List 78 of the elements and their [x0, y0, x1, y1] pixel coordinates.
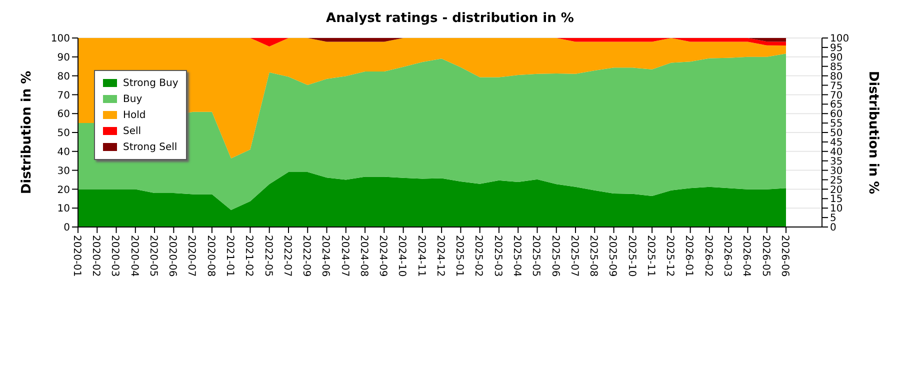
y2-tick-label: 25 [830, 175, 843, 186]
x-tick-label: 2020-03 [109, 235, 120, 277]
x-tick-label: 2025-05 [530, 235, 542, 277]
x-tick-label: 2026-05 [760, 235, 771, 277]
legend-label: Buy [123, 94, 142, 104]
y2-tick-label: 90 [830, 52, 843, 64]
x-tick-label: 2026-06 [778, 235, 790, 277]
x-tick-label: 2024-07 [338, 235, 350, 277]
x-tick-label: 2021-02 [243, 235, 254, 277]
y2-tick-label: 50 [830, 128, 843, 140]
x-tick-label: 2025-01 [454, 235, 465, 277]
x-tick-label: 2024-09 [377, 235, 388, 277]
y-tick-label: 60 [57, 109, 70, 120]
x-tick-label: 2025-12 [664, 235, 676, 277]
legend-label: Strong Buy [123, 78, 178, 88]
y2-tick-label: 55 [830, 118, 843, 130]
y-tick-label: 80 [57, 71, 70, 82]
y2-tick-label: 5 [830, 213, 836, 224]
y-tick-label: 100 [50, 34, 70, 45]
x-tick-label: 2020-08 [204, 235, 216, 277]
x-tick-label: 2026-02 [702, 235, 714, 277]
x-tick-label: 2020-06 [166, 235, 178, 277]
x-tick-label: 2020-01 [70, 235, 82, 277]
y2-tick-label: 10 [830, 204, 843, 215]
x-tick-label: 2022-09 [300, 235, 312, 277]
x-tick-label: 2024-10 [396, 235, 408, 277]
x-tick-label: 2022-05 [262, 235, 274, 277]
y-tick-label: 40 [57, 146, 70, 158]
y-tick-label: 0 [64, 222, 70, 234]
y2-tick-label: 100 [830, 34, 850, 45]
x-tick-label: 2020-05 [147, 235, 158, 277]
x-tick-label: 2026-01 [683, 235, 694, 277]
y-tick-label: 30 [57, 166, 70, 177]
y2-tick-label: 15 [830, 194, 843, 206]
y-axis-title: Distribution in % [20, 70, 35, 194]
y-tick-label: 20 [57, 184, 70, 196]
y2-tick-label: 75 [830, 80, 843, 92]
legend-label: Strong Sell [123, 142, 178, 152]
y-tick-label: 70 [57, 90, 70, 102]
legend-label: Sell [123, 126, 142, 136]
x-tick-label: 2024-08 [358, 235, 369, 277]
y2-tick-label: 35 [830, 156, 843, 168]
x-tick-label: 2022-07 [281, 235, 292, 277]
y2-axis-title: Distribution in % [865, 70, 880, 194]
x-tick-label: 2025-03 [492, 235, 503, 277]
x-tick-label: 2025-04 [511, 235, 522, 277]
y2-tick-label: 60 [830, 109, 843, 120]
y2-tick-label: 30 [830, 166, 843, 177]
y2-tick-label: 85 [830, 62, 843, 73]
x-tick-label: 2025-09 [606, 235, 618, 277]
y2-tick-label: 65 [830, 100, 843, 111]
y-tick-label: 10 [57, 204, 70, 215]
y-tick-label: 90 [57, 52, 70, 64]
x-tick-label: 2020-02 [90, 235, 102, 277]
x-tick-label: 2025-07 [568, 235, 580, 277]
legend-label: Hold [123, 110, 146, 120]
x-tick-label: 2025-02 [472, 235, 484, 277]
y-tick-label: 50 [57, 128, 70, 140]
chart-title: Analyst ratings - distribution in % [325, 10, 575, 28]
x-tick-label: 2025-11 [644, 235, 656, 277]
x-tick-label: 2024-06 [320, 235, 331, 277]
x-tick-label: 2021-01 [224, 235, 235, 277]
x-tick-label: 2020-07 [186, 235, 197, 277]
x-tick-label: 2025-08 [588, 235, 599, 277]
x-tick-label: 2020-04 [128, 235, 140, 277]
y2-tick-label: 45 [830, 138, 843, 148]
y2-tick-label: 95 [830, 43, 843, 54]
x-tick-label: 2025-06 [549, 235, 560, 277]
x-tick-label: 2026-03 [721, 235, 732, 277]
y2-tick-label: 0 [830, 222, 836, 234]
y2-tick-label: 80 [830, 71, 843, 82]
x-tick-label: 2025-10 [626, 235, 637, 277]
y2-tick-label: 40 [830, 146, 843, 158]
x-tick-label: 2024-12 [434, 235, 446, 277]
y2-tick-label: 20 [830, 184, 843, 196]
x-tick-label: 2024-11 [415, 235, 426, 277]
x-tick-label: 2026-04 [740, 235, 752, 277]
y2-tick-label: 70 [830, 90, 843, 102]
